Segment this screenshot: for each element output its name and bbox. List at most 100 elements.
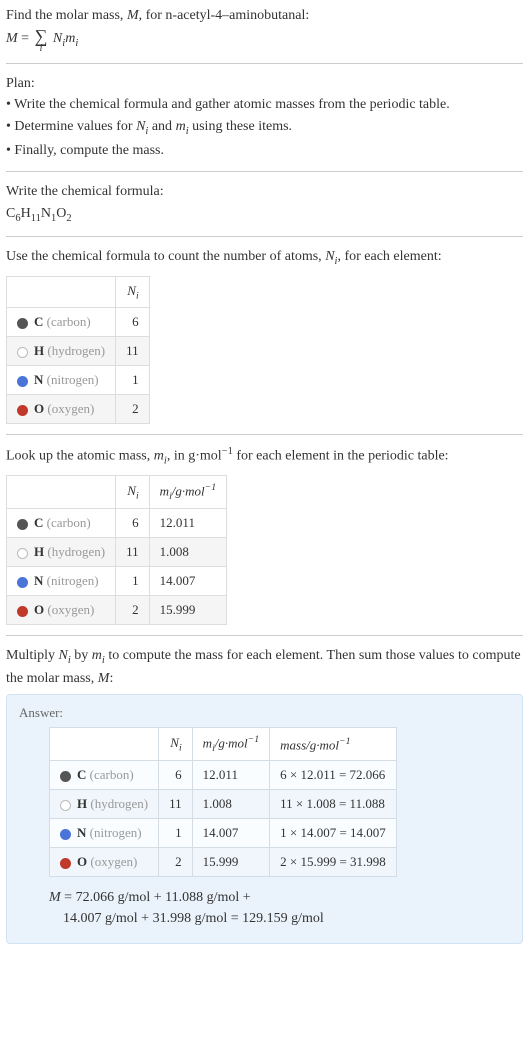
mass-title-pre: Look up the atomic mass, bbox=[6, 449, 154, 464]
answer-table: Ni mi/g·mol−1 mass/g·mol−1 C (carbon)612… bbox=[49, 727, 397, 877]
element-name: (oxygen) bbox=[47, 401, 94, 416]
chem-O-n: 2 bbox=[66, 212, 71, 223]
element-dot-icon bbox=[60, 858, 71, 869]
table-row: H (hydrogen) 111.008 bbox=[7, 538, 227, 567]
element-symbol: N bbox=[34, 372, 43, 387]
sum-symbol: ∑ i bbox=[33, 28, 50, 53]
element-name: (carbon) bbox=[90, 767, 134, 782]
element-dot-icon bbox=[60, 829, 71, 840]
ans-hdr-mass: mass/g·mol−1 bbox=[270, 728, 397, 761]
element-name: (hydrogen) bbox=[47, 544, 105, 559]
plan-b2-mid: and bbox=[148, 119, 175, 134]
count-title-pre: Use the chemical formula to count the nu… bbox=[6, 249, 325, 264]
eq-m-sub: i bbox=[75, 37, 78, 48]
mass-N-value: 1 bbox=[116, 567, 150, 596]
table-row: C (carbon)6 bbox=[7, 308, 150, 337]
element-dot-icon bbox=[17, 318, 28, 329]
eq-N: N bbox=[53, 31, 62, 46]
element-dot-icon bbox=[17, 376, 28, 387]
ans-m-value: 15.999 bbox=[192, 848, 269, 877]
element-symbol: C bbox=[34, 515, 43, 530]
count-hdr-N-sub: i bbox=[136, 290, 139, 301]
element-symbol: C bbox=[77, 767, 86, 782]
ans-mass-expr: 2 × 15.999 = 31.998 bbox=[270, 848, 397, 877]
mass-title-mid: , in g·mol bbox=[167, 449, 222, 464]
mult-Mvar: M bbox=[98, 671, 110, 686]
count-value: 6 bbox=[116, 308, 150, 337]
plan-b2-post: using these items. bbox=[189, 119, 292, 134]
ans-hdr-N: Ni bbox=[159, 728, 193, 761]
element-cell: O (oxygen) bbox=[7, 395, 116, 424]
chem-formula: C6H11N1O2 bbox=[6, 204, 523, 226]
ans-m-value: 12.011 bbox=[192, 761, 269, 790]
ans-hdr-m-var: m bbox=[203, 736, 212, 751]
element-name: (nitrogen) bbox=[47, 372, 99, 387]
element-cell: C (carbon) bbox=[7, 308, 116, 337]
mass-hdr-m-exp: −1 bbox=[205, 482, 216, 493]
ans-N-value: 1 bbox=[159, 819, 193, 848]
eq-m: m bbox=[65, 31, 75, 46]
element-dot-icon bbox=[17, 548, 28, 559]
table-row: C (carbon)612.011 bbox=[7, 509, 227, 538]
element-cell: N (nitrogen) bbox=[7, 567, 116, 596]
table-row: N (nitrogen) 114.0071 × 14.007 = 14.007 bbox=[50, 819, 397, 848]
count-title-post: , for each element: bbox=[337, 249, 441, 264]
ans-m-value: 14.007 bbox=[192, 819, 269, 848]
element-name: (oxygen) bbox=[90, 854, 137, 869]
plan-b3: • Finally, compute the mass. bbox=[6, 141, 523, 161]
intro-post: , for n-acetyl-4–aminobutanal: bbox=[139, 8, 310, 23]
chem-N: N bbox=[41, 206, 51, 221]
mass-N-value: 11 bbox=[116, 538, 150, 567]
table-row: O (oxygen)215.999 bbox=[7, 596, 227, 625]
intro-line: Find the molar mass, M, for n-acetyl-4–a… bbox=[6, 6, 523, 26]
element-symbol: H bbox=[77, 796, 87, 811]
ans-hdr-N-sub: i bbox=[179, 743, 182, 754]
element-cell: C (carbon) bbox=[50, 761, 159, 790]
plan-b1: • Write the chemical formula and gather … bbox=[6, 95, 523, 115]
mult-m: m bbox=[92, 648, 102, 663]
element-symbol: N bbox=[77, 825, 86, 840]
plan-b2-m: m bbox=[176, 119, 186, 134]
element-cell: H (hydrogen) bbox=[7, 337, 116, 366]
final-l2: 14.007 g/mol + 31.998 g/mol = 129.159 g/… bbox=[63, 911, 324, 926]
divider bbox=[6, 635, 523, 636]
mass-var: m bbox=[154, 449, 164, 464]
divider bbox=[6, 63, 523, 64]
table-row: N (nitrogen)1 bbox=[7, 366, 150, 395]
chem-H: H bbox=[21, 206, 31, 221]
mass-hdr-m: mi/g·mol−1 bbox=[149, 476, 226, 509]
table-row: H (hydrogen)111.00811 × 1.008 = 11.088 bbox=[50, 790, 397, 819]
mass-hdr-m-var: m bbox=[160, 484, 169, 499]
count-value: 11 bbox=[116, 337, 150, 366]
mass-m-value: 1.008 bbox=[149, 538, 226, 567]
mult-N: N bbox=[59, 648, 68, 663]
mass-hdr-m-unit: /g·mol bbox=[172, 484, 205, 499]
ans-m-value: 1.008 bbox=[192, 790, 269, 819]
element-name: (nitrogen) bbox=[90, 825, 142, 840]
ans-hdr-m: mi/g·mol−1 bbox=[192, 728, 269, 761]
mass-table: Ni mi/g·mol−1 C (carbon)612.011H (hydrog… bbox=[6, 475, 227, 625]
element-cell: N (nitrogen) bbox=[7, 366, 116, 395]
element-name: (carbon) bbox=[47, 515, 91, 530]
final-equation: M = 72.066 g/mol + 11.088 g/mol + 14.007… bbox=[49, 887, 510, 929]
element-cell: O (oxygen) bbox=[7, 596, 116, 625]
answer-label: Answer: bbox=[19, 705, 510, 721]
plan-b2: • Determine values for Ni and mi using t… bbox=[6, 117, 523, 139]
ans-hdr-mass-pre: mass/g·mol bbox=[280, 737, 339, 752]
mass-m-value: 15.999 bbox=[149, 596, 226, 625]
count-title: Use the chemical formula to count the nu… bbox=[6, 247, 523, 269]
divider bbox=[6, 236, 523, 237]
mass-title-post: for each element in the periodic table: bbox=[233, 449, 449, 464]
plan-title: Plan: bbox=[6, 74, 523, 94]
table-row: N (nitrogen)114.007 bbox=[7, 567, 227, 596]
count-hdr-N-var: N bbox=[127, 283, 136, 298]
eq-eq: = bbox=[18, 31, 33, 46]
mass-hdr-N-sub: i bbox=[136, 491, 139, 502]
ans-hdr-m-exp: −1 bbox=[248, 734, 259, 745]
ans-mass-expr: 1 × 14.007 = 14.007 bbox=[270, 819, 397, 848]
element-symbol: H bbox=[34, 544, 44, 559]
element-dot-icon bbox=[17, 405, 28, 416]
chem-C: C bbox=[6, 206, 15, 221]
ans-mass-expr: 6 × 12.011 = 72.066 bbox=[270, 761, 397, 790]
answer-box: Answer: Ni mi/g·mol−1 mass/g·mol−1 C (ca… bbox=[6, 694, 523, 944]
